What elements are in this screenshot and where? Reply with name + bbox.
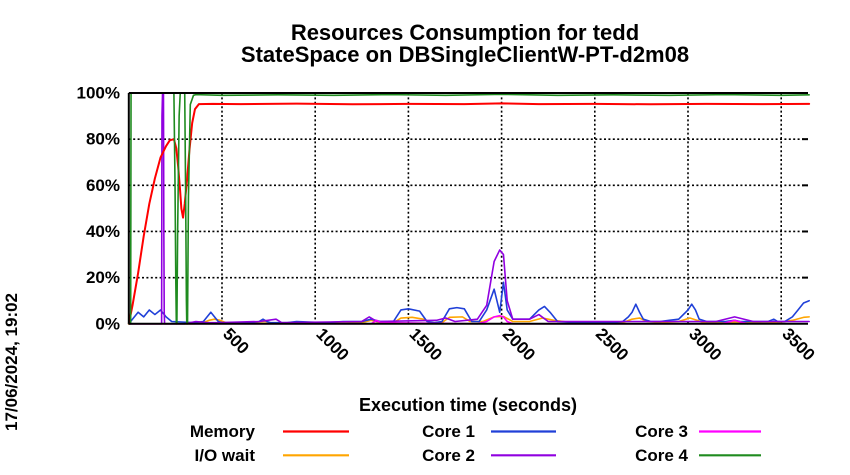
svg-text:Core 1: Core 1 <box>422 422 475 441</box>
svg-text:60%: 60% <box>86 176 120 195</box>
svg-text:StateSpace on DBSingleClientW-: StateSpace on DBSingleClientW-PT-d2m08 <box>241 42 689 67</box>
svg-text:17/06/2024, 19:02: 17/06/2024, 19:02 <box>2 293 21 431</box>
svg-text:Core 3: Core 3 <box>635 422 688 441</box>
svg-text:100%: 100% <box>77 84 120 103</box>
svg-text:Execution time (seconds): Execution time (seconds) <box>359 395 577 415</box>
svg-text:Memory: Memory <box>190 422 256 441</box>
svg-text:I/O wait: I/O wait <box>195 446 256 465</box>
svg-text:20%: 20% <box>86 268 120 287</box>
svg-text:80%: 80% <box>86 130 120 149</box>
svg-text:Core 4: Core 4 <box>635 446 688 465</box>
svg-text:40%: 40% <box>86 222 120 241</box>
svg-text:Core 2: Core 2 <box>422 446 475 465</box>
svg-text:0%: 0% <box>95 314 120 333</box>
